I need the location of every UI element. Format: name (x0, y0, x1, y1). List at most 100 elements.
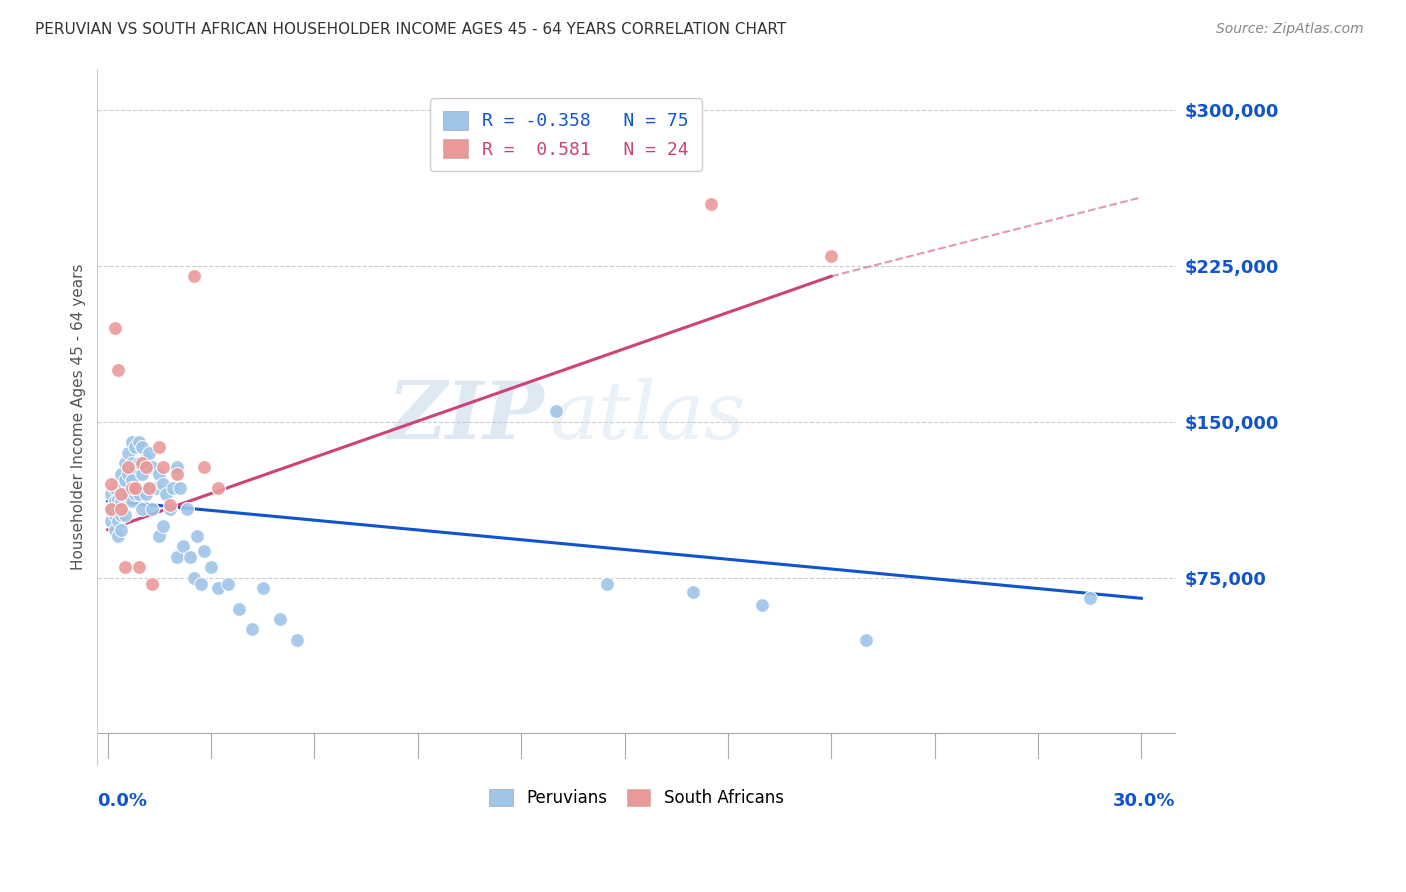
Point (242, 623, 264, 637)
Point (699, 196, 721, 211)
Point (121, 456, 143, 470)
Point (148, 440, 170, 454)
Point (128, 456, 150, 470)
Point (207, 481, 229, 495)
Point (131, 456, 153, 470)
Text: atlas: atlas (550, 378, 745, 455)
Point (138, 481, 160, 495)
Point (152, 460, 174, 475)
Point (131, 502, 153, 516)
Point (820, 248, 842, 262)
Point (107, 529, 129, 543)
Point (107, 502, 129, 516)
Legend: Peruvians, South Africans: Peruvians, South Africans (481, 780, 792, 815)
Text: 0.0%: 0.0% (97, 792, 148, 810)
Point (186, 529, 208, 543)
Point (100, 487, 122, 501)
Point (121, 481, 143, 495)
Point (110, 481, 132, 495)
Point (173, 540, 195, 554)
Point (135, 452, 157, 467)
Point (110, 502, 132, 516)
Point (183, 570, 205, 584)
Point (114, 456, 136, 470)
Point (100, 515, 122, 529)
Point (100, 502, 122, 516)
Point (131, 467, 153, 481)
Point (117, 467, 139, 481)
Y-axis label: Householder Income Ages 45 - 64 years: Householder Income Ages 45 - 64 years (72, 263, 86, 570)
Point (103, 523, 125, 537)
Point (183, 269, 205, 284)
Text: Source: ZipAtlas.com: Source: ZipAtlas.com (1216, 22, 1364, 37)
Point (128, 487, 150, 501)
Point (121, 493, 143, 508)
Point (162, 481, 184, 495)
Point (190, 576, 212, 591)
Point (107, 363, 129, 377)
Point (110, 493, 132, 508)
Point (110, 508, 132, 523)
Point (169, 481, 191, 495)
Point (114, 560, 136, 574)
Point (114, 473, 136, 487)
Point (107, 491, 129, 506)
Point (100, 477, 122, 491)
Point (544, 404, 567, 418)
Point (103, 481, 125, 495)
Point (128, 560, 150, 574)
Point (145, 481, 167, 495)
Point (193, 543, 215, 558)
Point (269, 612, 291, 626)
Point (124, 460, 146, 475)
Text: ZIP: ZIP (388, 378, 546, 455)
Point (141, 502, 163, 516)
Point (159, 498, 181, 512)
Point (124, 440, 146, 454)
Point (596, 576, 619, 591)
Point (128, 435, 150, 450)
Point (159, 502, 181, 516)
Text: 30.0%: 30.0% (1114, 792, 1175, 810)
Point (114, 487, 136, 501)
Point (117, 446, 139, 460)
Point (121, 473, 143, 487)
Point (166, 467, 188, 481)
Point (217, 576, 239, 591)
Point (100, 502, 122, 516)
Point (179, 549, 201, 564)
Point (110, 467, 132, 481)
Point (103, 493, 125, 508)
Point (138, 446, 160, 460)
Point (152, 518, 174, 533)
Point (138, 481, 160, 495)
Point (124, 481, 146, 495)
Point (148, 467, 170, 481)
Point (103, 321, 125, 335)
Point (166, 549, 188, 564)
Point (114, 508, 136, 523)
Point (103, 508, 125, 523)
Point (121, 435, 143, 450)
Point (135, 460, 157, 475)
Point (107, 477, 129, 491)
Point (107, 515, 129, 529)
Point (751, 598, 773, 612)
Point (141, 460, 163, 475)
Point (124, 487, 146, 501)
Point (110, 523, 132, 537)
Point (117, 487, 139, 501)
Point (193, 460, 215, 475)
Text: PERUVIAN VS SOUTH AFRICAN HOUSEHOLDER INCOME AGES 45 - 64 YEARS CORRELATION CHAR: PERUVIAN VS SOUTH AFRICAN HOUSEHOLDER IN… (35, 22, 786, 37)
Point (135, 487, 157, 501)
Point (252, 581, 274, 595)
Point (855, 632, 877, 647)
Point (207, 581, 229, 595)
Point (110, 487, 132, 501)
Point (166, 460, 188, 475)
Point (148, 529, 170, 543)
Point (117, 460, 139, 475)
Point (141, 576, 163, 591)
Point (155, 487, 177, 501)
Point (131, 440, 153, 454)
